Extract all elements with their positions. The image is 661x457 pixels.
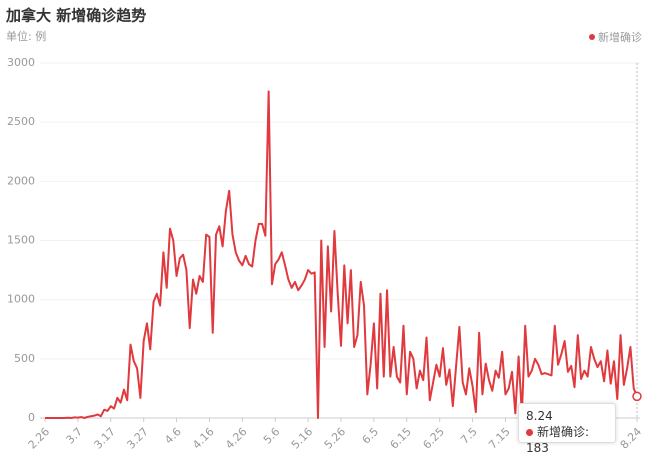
y-tick-label: 2500	[7, 115, 35, 128]
x-tick-label: 6.25	[420, 425, 447, 452]
chart-subtitle: 单位: 例	[6, 29, 46, 43]
x-tick-label: 5.26	[322, 425, 349, 452]
x-tick-label: 6.15	[388, 425, 415, 452]
x-tick-label: 3.27	[124, 425, 151, 452]
y-tick-label: 3000	[7, 56, 35, 69]
tooltip-series: 新增确诊	[537, 425, 589, 439]
tooltip-value: 183	[526, 441, 549, 455]
y-tick-label: 1000	[7, 293, 35, 306]
y-tick-label: 500	[14, 352, 35, 365]
chart-title: 加拿大 新增确诊趋势	[5, 7, 146, 25]
x-tick-label: 2.26	[26, 425, 53, 452]
tooltip-title: 8.24	[526, 409, 553, 423]
y-tick-label: 1500	[7, 234, 35, 247]
x-tick-label: 6.5	[360, 425, 382, 447]
tooltip: 8.24 新增确诊 183	[518, 403, 616, 455]
tooltip-row: 新增确诊 183	[526, 424, 608, 456]
x-tick-label: 3.17	[92, 425, 119, 452]
hover-point	[632, 391, 642, 402]
x-tick-label: 4.16	[190, 425, 217, 452]
x-tick-label: 4.6	[162, 425, 184, 447]
y-tick-label: 2000	[7, 174, 35, 187]
x-tick-label: 3.7	[64, 425, 86, 447]
x-tick-label: 5.6	[261, 425, 283, 447]
tooltip-dot	[526, 429, 533, 436]
x-tick-label: 7.15	[486, 425, 513, 452]
x-tick-label: 8.24	[618, 425, 645, 452]
x-tick-label: 4.26	[223, 425, 250, 452]
x-tick-label: 5.16	[289, 425, 316, 452]
x-tick-label: 7.5	[458, 425, 480, 447]
legend-dot	[589, 34, 595, 40]
legend-label: 新增确诊	[598, 30, 642, 44]
y-tick-label: 0	[28, 411, 35, 424]
series-line	[45, 90, 638, 419]
